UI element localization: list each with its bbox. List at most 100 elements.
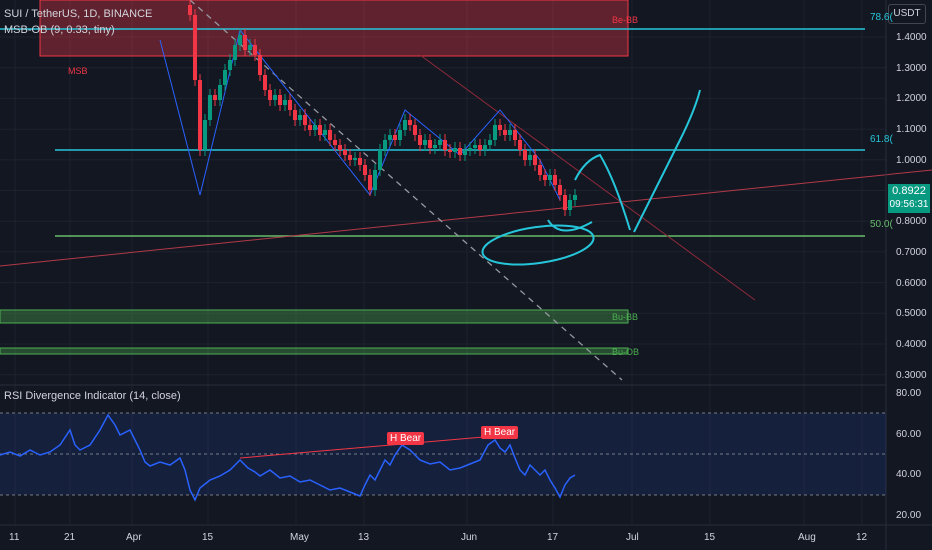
zigzag-structure [159,28,561,201]
candle-body [213,95,217,100]
candle-body [548,175,552,180]
candle-body [203,120,207,150]
rsi-divergence-line [239,435,496,459]
candle-body [258,55,262,75]
candle-body [488,140,492,145]
price-tick: 1.3000 [896,62,927,74]
price-tick: 1.4000 [896,32,927,43]
rsi-title[interactable]: RSI Divergence Indicator (14, close) [4,390,181,402]
currency-button[interactable]: USDT [888,4,926,24]
candle-body [473,145,477,148]
price-tick: 1.0000 [896,154,927,166]
time-tick: Jul [626,532,639,543]
candle-body [193,15,197,80]
candle-body [543,175,547,180]
time-tick: Aug [798,532,816,543]
time-tick: Jun [461,532,478,543]
time-tick: 15 [704,532,716,543]
candle-body [423,140,427,145]
trend-line-falling [419,54,756,301]
candle-body [278,95,282,105]
candle-body [383,140,387,150]
candle-body [368,175,372,190]
msb-label: MSB [68,66,88,76]
bull-order-block-2 [0,347,629,355]
bull-order-block-1 [0,309,629,324]
candle-body [433,145,437,148]
candle-body [363,165,367,175]
fib-50-label: 50.0( [870,219,893,230]
candle-body [318,125,322,135]
candle-body [418,135,422,145]
candle-body [343,150,347,155]
bull-ob-label-1: Bu-BB [612,312,639,322]
candle-body [243,35,247,50]
time-tick: 11 [9,532,20,543]
candle-body [263,75,267,90]
candle-body [558,185,562,195]
h-bear-signal-2: H Bear [481,426,519,439]
time-tick: Apr [126,532,142,543]
candle-body [273,95,277,100]
candle-body [268,90,272,100]
candle-body [283,100,287,105]
candle-body [218,85,222,100]
candle-body [308,125,312,130]
price-tick: 0.3000 [896,369,927,381]
candle-body [238,35,242,45]
candle-body [188,5,192,15]
price-tick: 0.5000 [896,308,927,320]
grid-lines [0,0,886,525]
candle-body [253,45,257,55]
candle-body [443,140,447,150]
candle-body [228,60,232,70]
hand-drawing [481,89,701,266]
candle-body [223,70,227,85]
candle-body [373,170,377,190]
candle-body [293,110,297,120]
candle-body [428,140,432,148]
candle-body [313,125,317,130]
price-tick: 0.7000 [896,246,927,258]
candle-body [338,145,342,150]
candle-body [483,145,487,150]
candle-body [523,150,527,160]
time-tick: 15 [202,532,214,543]
candle-body [398,130,402,140]
trend-line-rising [0,169,932,267]
price-tick: 1.2000 [896,93,927,105]
fib-786-label: 78.6( [870,12,893,23]
bear-order-block [39,0,629,57]
bear-ob-label: Be-BB [612,15,639,25]
candle-body [348,155,352,160]
candle-body [458,148,462,155]
candle-body [303,115,307,125]
candle-body [403,120,407,130]
h-bear-signal-1: H Bear [387,432,425,445]
rsi-tick: 40.00 [896,469,922,480]
rsi-tick: 20.00 [896,509,922,521]
candle-body [438,140,442,145]
candle-body [208,95,212,120]
candle-body [298,115,302,120]
candle-body [448,150,452,152]
candle-body [408,120,412,125]
candle-body [478,145,482,150]
candle-body [378,150,382,170]
candle-body [498,125,502,130]
candle-body [513,130,517,140]
candle-body [463,150,467,155]
candle-body [563,195,567,210]
candle-body [248,45,252,50]
time-tick: 17 [547,532,559,543]
symbol-title[interactable]: SUI / TetherUS, 1D, BINANCE [4,8,153,20]
fib-618-label: 61.8( [870,134,893,145]
candle-body [503,130,507,135]
dashed-trend-line [189,0,623,381]
time-tick: 21 [64,532,76,543]
price-tick: 0.6000 [896,277,927,289]
indicator-legend[interactable]: MSB-OB (9, 0.33, tiny) [4,24,115,36]
candle-body [413,125,417,135]
price-tick: 1.1000 [896,124,927,136]
